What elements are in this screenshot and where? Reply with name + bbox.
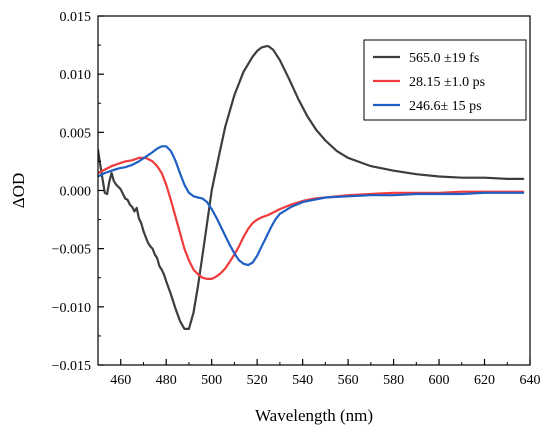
y-tick-label: −0.005 — [52, 243, 91, 258]
x-tick-label: 520 — [247, 373, 268, 388]
series-line-2 — [98, 156, 525, 280]
y-tick-label: 0.015 — [60, 10, 92, 25]
x-tick-label: 640 — [520, 373, 541, 388]
x-tick-label: 480 — [156, 373, 177, 388]
x-tick-label: 460 — [110, 373, 131, 388]
x-tick-label: 560 — [338, 373, 359, 388]
plot-layer — [98, 45, 525, 330]
y-tick-label: 0.000 — [60, 185, 92, 200]
y-tick-label: 0.010 — [60, 68, 92, 83]
x-tick-label: 580 — [383, 373, 404, 388]
x-tick-label: 620 — [474, 373, 495, 388]
x-tick-label: 540 — [292, 373, 313, 388]
y-tick-label: −0.015 — [52, 359, 91, 374]
ticks-layer: 460 480 500 520 540 560 580 600 620 640 −0.015 −0.0… — [52, 10, 541, 388]
legend-label-1: 565.0 ±19 fs — [409, 51, 479, 66]
y-tick-label: −0.010 — [52, 301, 91, 316]
series-line-1 — [98, 45, 525, 330]
x-tick-label: 600 — [429, 373, 450, 388]
legend: 565.0 ±19 fs 28.15 ±1.0 ps 246.6± 15 ps — [363, 39, 527, 121]
series-line-3 — [98, 145, 525, 267]
x-tick-label: 500 — [201, 373, 222, 388]
y-axis-title: ΔOD — [9, 173, 28, 209]
legend-label-3: 246.6± 15 ps — [409, 99, 482, 114]
y-tick-label: 0.005 — [60, 126, 92, 141]
legend-label-2: 28.15 ±1.0 ps — [409, 75, 485, 90]
x-axis-title: Wavelength (nm) — [255, 406, 373, 425]
